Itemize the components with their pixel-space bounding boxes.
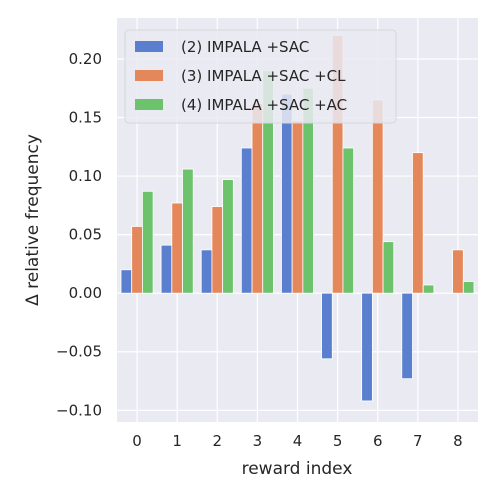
x-axis-label: reward index	[242, 459, 353, 479]
bar	[382, 241, 395, 294]
y-tick-label: 0.10	[69, 167, 102, 185]
bars	[120, 35, 475, 402]
x-tick-label: 3	[253, 432, 263, 450]
bar	[361, 292, 373, 402]
bar	[142, 190, 154, 294]
bar	[452, 249, 464, 294]
bar	[131, 226, 143, 294]
y-tick-label: 0.20	[69, 50, 102, 68]
x-tick-label: 7	[413, 432, 423, 450]
bar	[182, 168, 194, 294]
y-tick-label: 0.15	[69, 109, 102, 127]
bar	[321, 292, 333, 360]
x-tick-label: 1	[172, 432, 182, 450]
legend-swatch	[135, 41, 163, 52]
legend-box	[124, 29, 397, 124]
legend-label: (2) IMPALA +SAC	[181, 38, 309, 56]
bar	[371, 99, 384, 294]
y-tick-label: 0.05	[69, 226, 102, 244]
y-tick-label: 0.00	[69, 284, 102, 302]
bar	[281, 93, 293, 294]
bar	[200, 249, 213, 294]
x-tick-label: 2	[213, 432, 223, 450]
y-tick-labels: −0.10 −0.05 0.00 0.05 0.10 0.15 0.20	[56, 50, 102, 419]
bar	[171, 202, 183, 294]
bar	[291, 120, 304, 294]
x-tick-label: 5	[333, 432, 343, 450]
bar	[412, 152, 424, 294]
bar	[160, 244, 173, 294]
x-tick-label: 4	[293, 432, 303, 450]
bar	[462, 281, 475, 294]
bar	[342, 147, 355, 294]
bar	[211, 206, 224, 294]
legend-label: (3) IMPALA +SAC +CL	[181, 67, 346, 85]
y-tick-label: −0.10	[56, 401, 102, 419]
bar	[401, 292, 413, 380]
bar	[422, 284, 435, 294]
y-axis-label: Δ relative frequency	[23, 134, 43, 306]
bar	[222, 179, 234, 294]
bar	[240, 147, 253, 294]
legend-label: (4) IMPALA +SAC +AC	[181, 96, 347, 114]
legend-swatch	[135, 99, 163, 110]
x-tick-labels: 0 1 2 3 4 5 6 7 8	[132, 432, 462, 450]
x-tick-label: 8	[453, 432, 463, 450]
bar	[251, 103, 264, 294]
y-tick-label: −0.05	[56, 343, 102, 361]
x-tick-label: 0	[132, 432, 142, 450]
legend-swatch	[135, 70, 163, 81]
bar	[120, 269, 133, 294]
legend: (2) IMPALA +SAC (3) IMPALA +SAC +CL (4) IM…	[124, 29, 397, 124]
x-tick-label: 6	[373, 432, 383, 450]
